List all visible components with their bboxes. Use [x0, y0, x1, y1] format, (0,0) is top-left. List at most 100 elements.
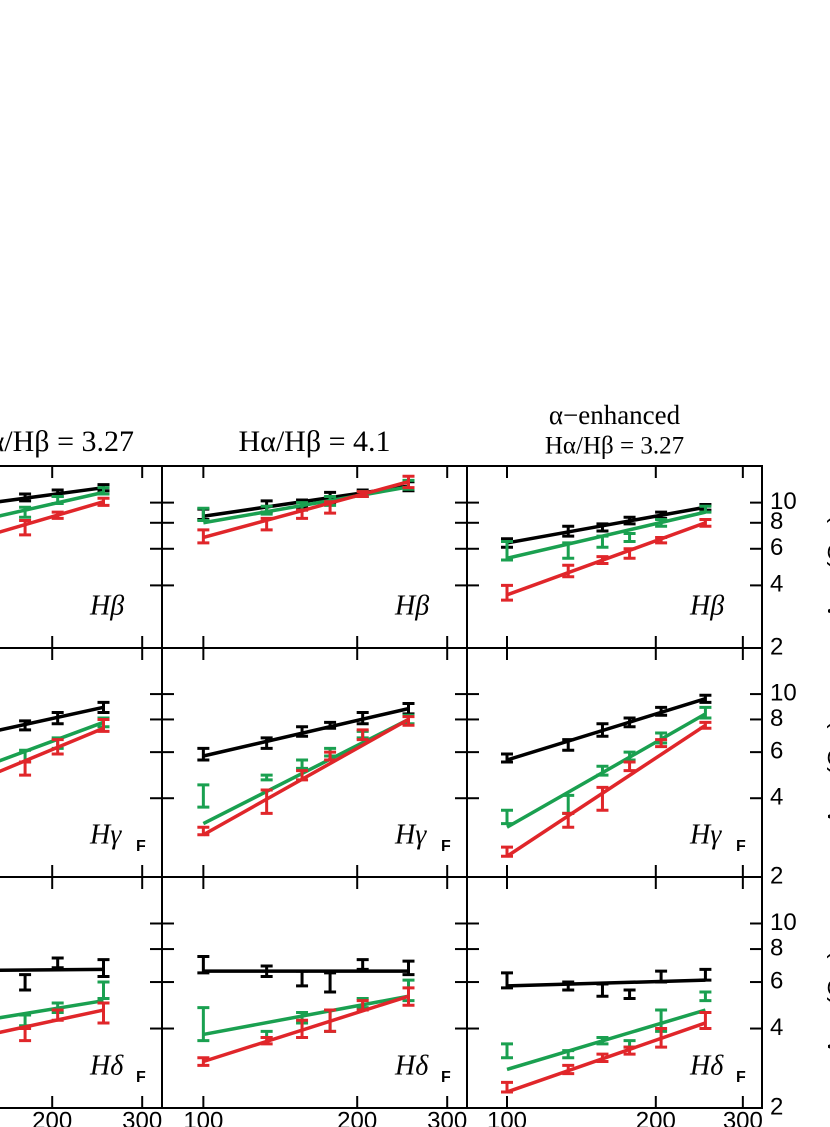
error-bar — [562, 980, 575, 992]
error-bar — [562, 811, 575, 829]
error-bar — [501, 752, 513, 764]
error-bar — [655, 705, 668, 717]
error-bar — [501, 845, 513, 858]
error-bar — [260, 773, 273, 782]
fit-line — [506, 712, 707, 829]
y-axis-label: Age (Gyr) — [823, 515, 830, 619]
y-tick-label: 8 — [770, 508, 783, 535]
x-tick-label: 200 — [337, 1107, 377, 1127]
fit-line — [0, 726, 105, 774]
panel-label: Hβ — [89, 590, 124, 621]
error-bar — [699, 720, 712, 730]
error-bar — [260, 736, 273, 750]
error-bar — [623, 1045, 636, 1056]
error-bar — [324, 1008, 337, 1033]
x-tick-label: 300 — [723, 1107, 763, 1127]
error-bar — [356, 999, 369, 1012]
error-bar — [356, 711, 369, 726]
panel: Hγ F — [0, 647, 163, 878]
error-bar — [501, 1042, 513, 1060]
y-tick-label: 8 — [770, 705, 783, 732]
error-bar — [655, 517, 668, 528]
error-bar — [501, 540, 513, 562]
error-bar — [97, 486, 110, 496]
y-axis-label: Age (Gyr) — [823, 720, 830, 824]
error-bar — [296, 769, 309, 782]
fit-line — [0, 720, 105, 763]
panel-label: Hδ — [89, 1050, 124, 1081]
error-bar — [623, 750, 636, 762]
error-bar — [623, 532, 636, 544]
error-bar — [197, 528, 210, 545]
error-bar — [562, 738, 575, 752]
x-tick-label: 100 — [487, 1107, 527, 1127]
error-bar — [596, 555, 609, 565]
error-bar — [596, 785, 609, 812]
error-bar — [197, 746, 210, 762]
panel-subtitle: Hα/Hβ = 3.27 — [545, 433, 684, 460]
error-bar — [596, 522, 609, 533]
error-bar — [97, 700, 110, 715]
y-tick-label: 8 — [770, 934, 783, 961]
error-bar — [596, 982, 609, 998]
error-bar — [699, 1011, 712, 1031]
fit-line — [0, 500, 104, 534]
fit-line — [506, 1008, 706, 1072]
panel: Hβ — [0, 465, 163, 649]
fit-line — [202, 717, 410, 837]
error-bar — [197, 954, 210, 975]
error-bar — [596, 722, 609, 738]
error-bar — [324, 500, 337, 515]
y-tick-label: 10 — [770, 488, 797, 515]
panel: 2 4 6 810 Hγ F — [466, 647, 797, 889]
error-bar — [501, 1080, 513, 1094]
error-bar — [51, 738, 64, 756]
error-bar — [562, 563, 575, 579]
panel-label-sub: F — [136, 1069, 146, 1086]
fit-line — [203, 994, 409, 1037]
error-bar — [197, 1006, 210, 1043]
error-bar — [51, 1008, 64, 1022]
x-tick-label: 100 — [183, 1107, 223, 1127]
fit-line — [506, 697, 706, 762]
y-tick-label: 6 — [770, 737, 783, 764]
panel-label: Hδ — [689, 1050, 724, 1081]
error-bar — [501, 583, 513, 602]
error-bar — [699, 693, 712, 704]
y-axis-label: Age (Gyr) — [823, 950, 830, 1054]
error-bar — [19, 1013, 32, 1028]
error-bar — [501, 808, 513, 826]
panel-label: Hγ — [89, 819, 122, 850]
error-bar — [19, 519, 32, 537]
error-bar — [296, 969, 309, 988]
error-bar — [596, 534, 609, 549]
panel-label: Hγ — [394, 819, 427, 850]
error-bar — [296, 508, 309, 520]
x-tick-label: 300 — [427, 1107, 467, 1127]
error-bar — [501, 971, 513, 990]
error-bar — [562, 1063, 575, 1076]
error-bar — [97, 1001, 110, 1025]
fit-line — [0, 490, 104, 518]
error-bar — [699, 967, 712, 982]
error-bar — [260, 788, 273, 815]
panel-label-sub: F — [736, 1069, 746, 1086]
y-tick-label: 2 — [770, 1093, 783, 1120]
error-bar — [97, 980, 110, 1000]
error-bar — [356, 958, 369, 971]
error-bar — [19, 1027, 32, 1043]
error-bar — [655, 738, 668, 749]
panel-label: Hγ — [689, 819, 722, 850]
panel-label: Hβ — [689, 590, 724, 621]
error-bar — [596, 1035, 609, 1046]
x-tick-label: 200 — [32, 1107, 72, 1127]
error-bar — [260, 964, 273, 978]
error-bar — [260, 516, 273, 532]
fit-line — [506, 521, 707, 597]
error-bar — [699, 504, 712, 514]
y-tick-label: 6 — [770, 967, 783, 994]
panel-label: Hδ — [394, 1050, 429, 1081]
error-bar — [596, 1052, 609, 1064]
